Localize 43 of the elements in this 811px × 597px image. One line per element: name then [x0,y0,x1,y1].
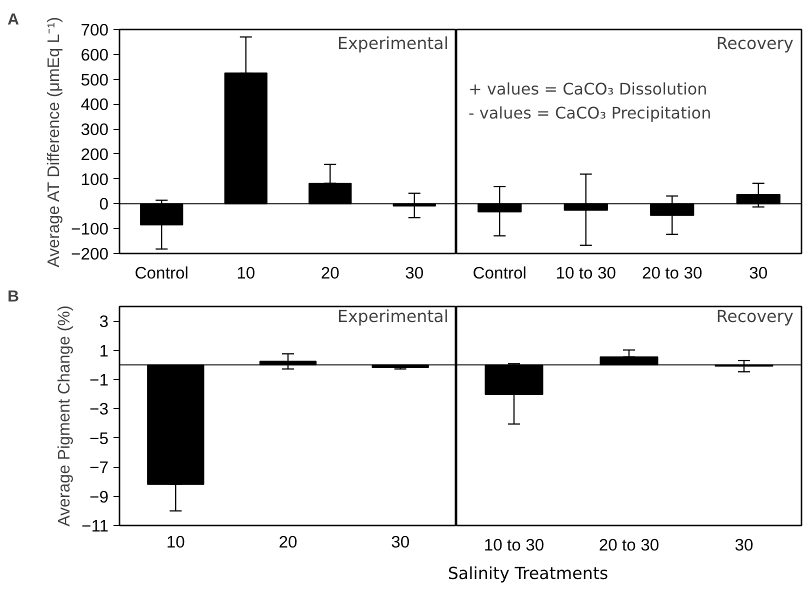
chart-title: Recovery [716,307,794,326]
x-tick-label: 20 to 30 [642,264,702,282]
x-axis-title: Salinity Treatments [448,563,608,585]
text: B [8,288,20,306]
y-tick-label: 500 [80,70,109,90]
y-tick-label: 200 [80,144,109,164]
x-tick-label: Control [472,264,526,282]
x-tick-label: 20 to 30 [598,536,660,554]
y-axis-title: Average Pigment Change (%) [54,306,74,526]
x-tick-label: 20 [278,532,298,552]
y-tick-label: 100 [80,170,109,189]
y-tick-label: 300 [80,120,109,140]
x-tick-label: Control [134,264,188,282]
y-tick-label: −9 [90,487,109,506]
y-tick-label: 400 [80,95,109,114]
y-tick-label: 0 [99,194,108,214]
y-axis-title: Average AT Difference (μmEq L⁻¹) [44,16,63,268]
y-tick-label: −5 [90,428,109,448]
x-tick-label: 10 to 30 [484,536,544,554]
y-tick-label: −7 [90,458,109,478]
y-tick-label: −1 [90,370,109,390]
chart-title: Experimental [337,34,449,53]
x-tick-label: 20 [320,264,340,282]
text: A [8,12,20,28]
x-tick-label: 30 [734,536,754,554]
x-tick-label: 10 [166,532,185,552]
annotation: - values = CaCO₃ Precipitation [468,104,712,122]
y-tick-label: −3 [90,400,109,419]
x-tick-label: 30 [405,264,424,282]
x-tick-label: 30 [391,532,410,552]
y-tick-label: 700 [80,20,109,40]
y-tick-label: −100 [70,220,109,239]
x-tick-label: 10 [236,264,256,282]
chart-title: Experimental [337,307,449,326]
y-tick-label: −200 [70,244,109,264]
y-tick-label: −11 [81,516,109,536]
x-tick-label: 30 [749,264,768,282]
y-tick-label: 3 [99,312,108,332]
x-tick-label: 10 to 30 [556,264,616,282]
annotation: + values = CaCO₃ Dissolution [468,80,708,98]
y-tick-label: 1 [99,341,108,360]
chart-title: Recovery [716,34,794,53]
y-tick-label: 600 [80,45,109,64]
